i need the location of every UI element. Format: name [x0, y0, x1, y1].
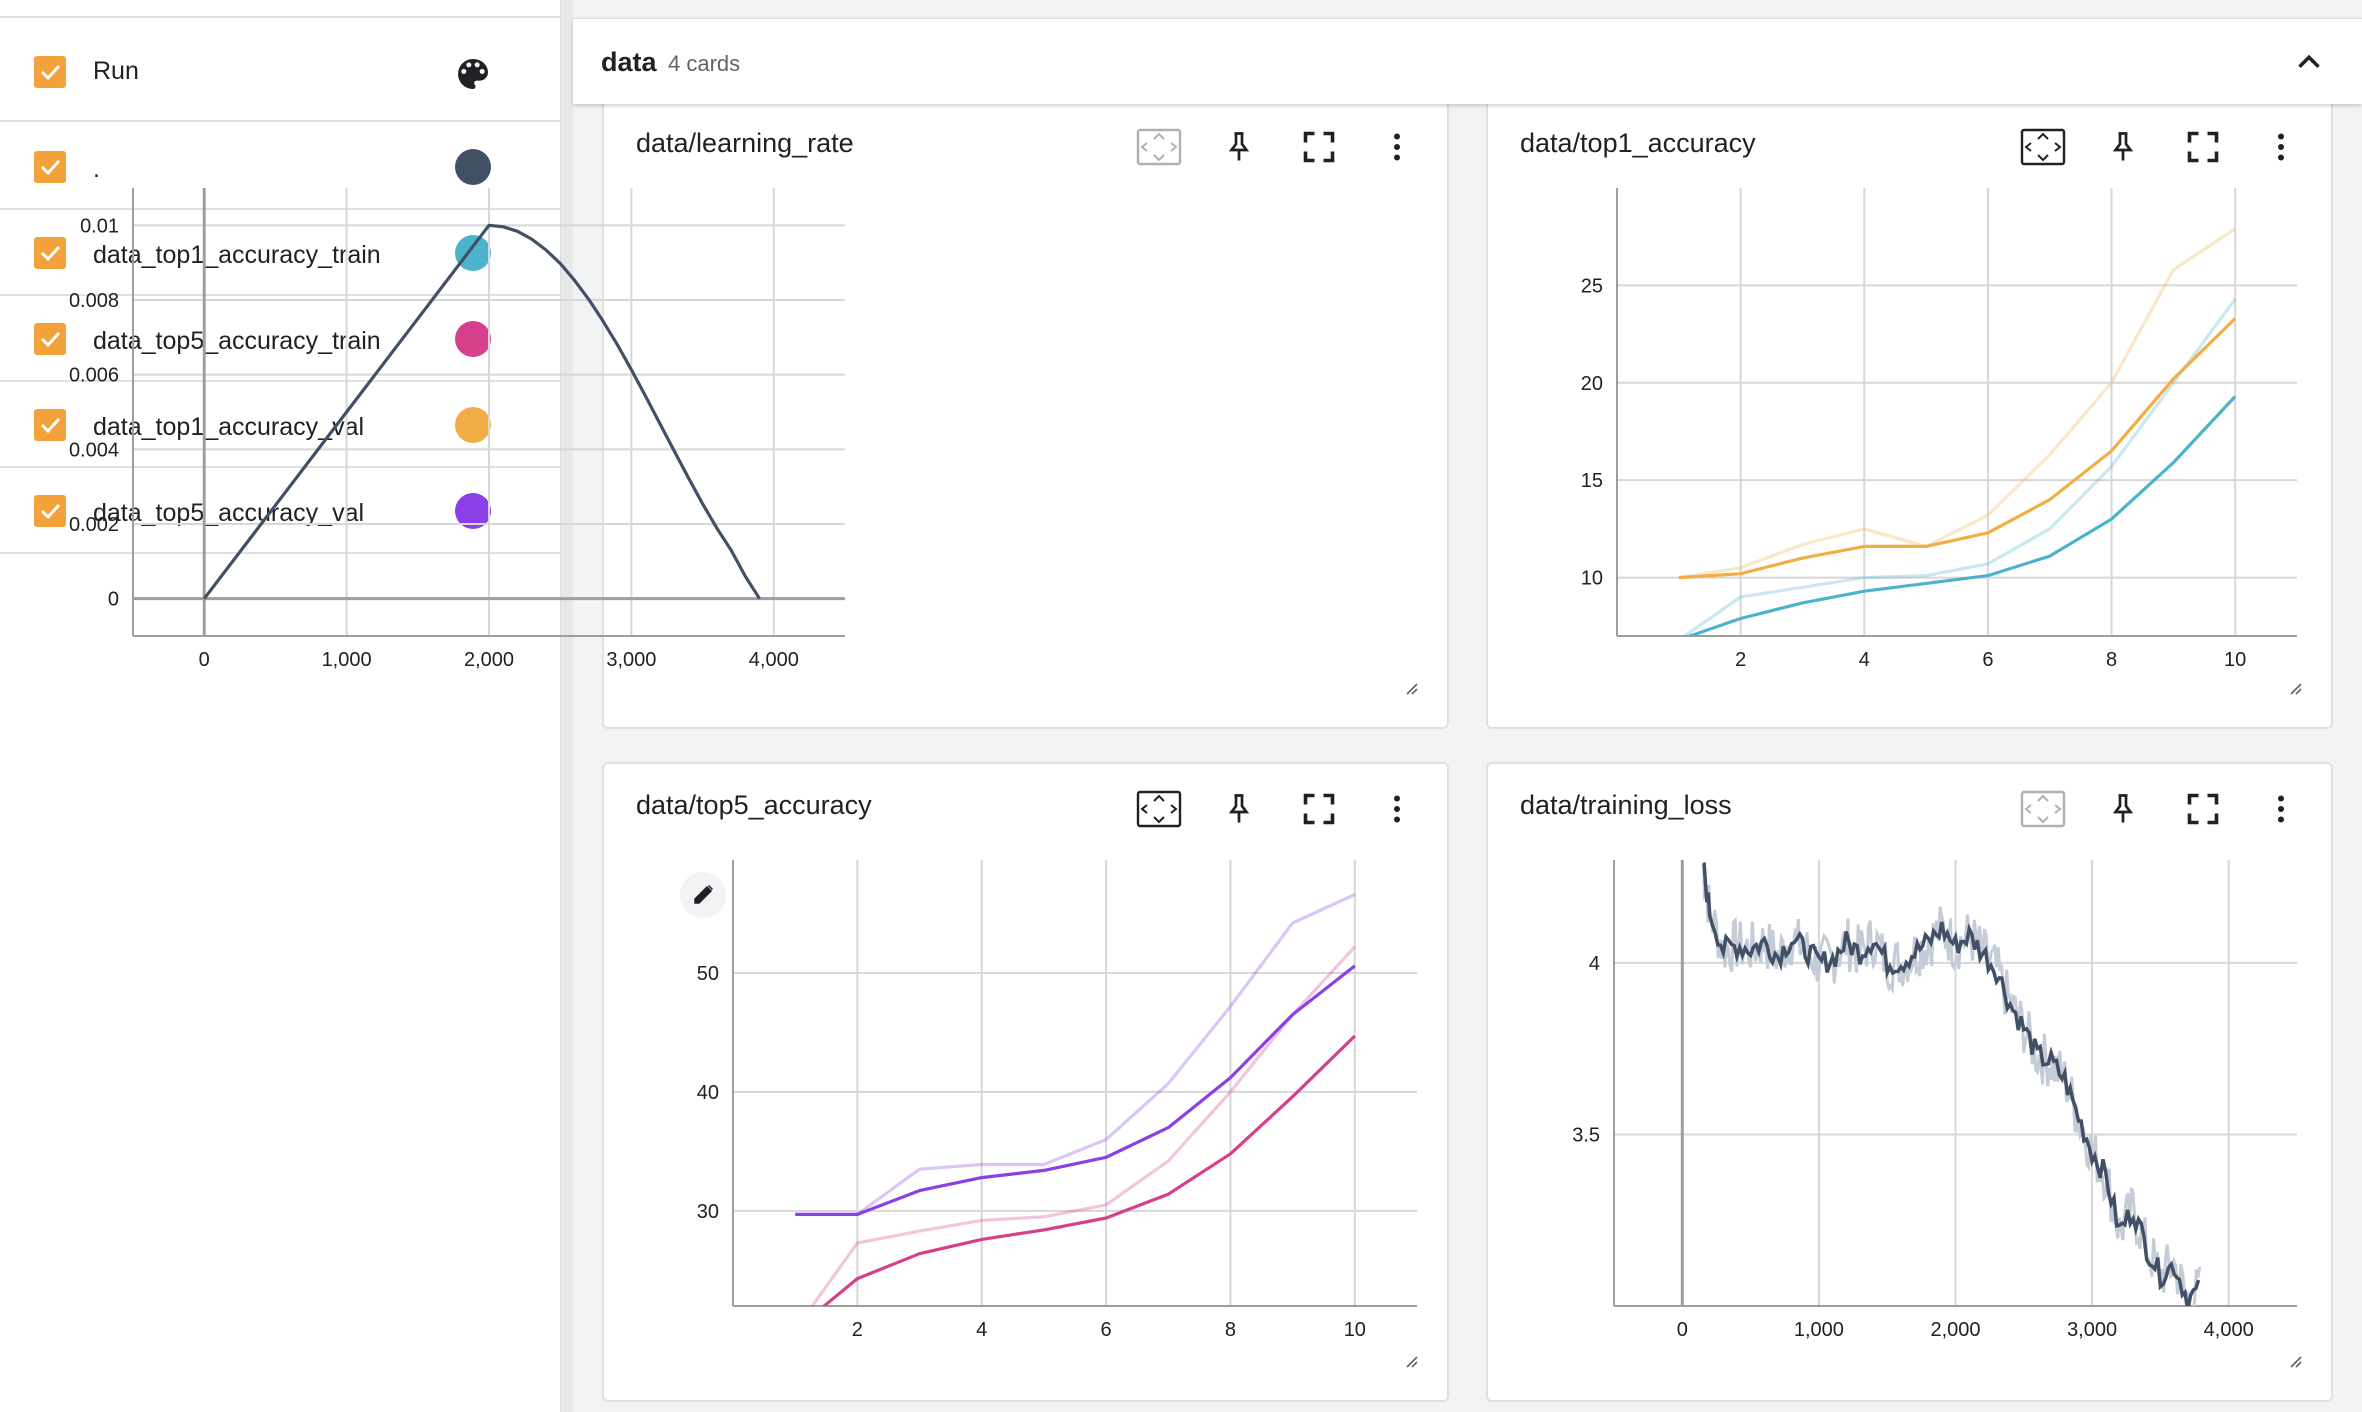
run-checkbox[interactable] [34, 409, 66, 441]
palette-icon[interactable] [453, 54, 493, 99]
run-color-swatch[interactable] [455, 321, 491, 357]
card-title: data/top1_accuracy [1520, 128, 1756, 158]
group-card-count: 4 cards [668, 51, 741, 76]
pin-icon[interactable] [1214, 784, 1264, 834]
scalar-card: data/training_loss [1486, 762, 2333, 1402]
pencil-icon[interactable] [680, 872, 726, 918]
more-vert-icon[interactable] [1372, 122, 1422, 172]
pin-icon[interactable] [1214, 122, 1264, 172]
runs-header-label: Run [93, 57, 139, 85]
fit-domain-icon[interactable] [2018, 122, 2068, 172]
run-color-swatch[interactable] [455, 407, 491, 443]
sidebar-scrollbar[interactable] [561, 0, 573, 1412]
main-panel: data 4 cards data/learning_rate data/top1… [573, 0, 2362, 1412]
run-checkbox[interactable] [34, 151, 66, 183]
run-row[interactable]: . [0, 124, 561, 210]
run-row[interactable]: data_top5_accuracy_train [0, 296, 561, 382]
more-vert-icon[interactable] [2256, 122, 2306, 172]
run-row[interactable]: data_top1_accuracy_train [0, 210, 561, 296]
card-title: data/learning_rate [636, 128, 854, 158]
select-all-checkbox[interactable] [34, 56, 66, 88]
run-label: data_top1_accuracy_val [93, 413, 365, 441]
runs-sidebar: Run . data_top1_accuracy_train data_top5_a… [0, 0, 561, 1412]
fullscreen-icon[interactable] [2178, 784, 2228, 834]
run-label: data_top5_accuracy_train [93, 327, 381, 355]
run-checkbox[interactable] [34, 323, 66, 355]
run-row[interactable]: data_top5_accuracy_val [0, 468, 561, 554]
fullscreen-icon[interactable] [1294, 784, 1344, 834]
card-title: data/training_loss [1520, 790, 1732, 820]
run-row[interactable]: data_top1_accuracy_val [0, 382, 561, 468]
more-vert-icon[interactable] [1372, 784, 1422, 834]
fit-domain-icon[interactable] [2018, 784, 2068, 834]
pin-icon[interactable] [2098, 784, 2148, 834]
run-label: data_top1_accuracy_train [93, 241, 381, 269]
chevron-up-icon[interactable] [2290, 43, 2328, 86]
scalar-card: data/top5_accuracy [602, 762, 1449, 1402]
resize-handle-icon[interactable] [1403, 1353, 1419, 1374]
scalar-card: data/top1_accuracy [1486, 100, 2333, 729]
card-title: data/top5_accuracy [636, 790, 872, 820]
card-group-header[interactable]: data 4 cards [573, 18, 2362, 104]
run-color-swatch[interactable] [455, 493, 491, 529]
run-checkbox[interactable] [34, 495, 66, 527]
fit-domain-icon[interactable] [1134, 122, 1184, 172]
run-label: . [93, 155, 100, 183]
sidebar-top-divider [0, 16, 561, 18]
scalar-card: data/learning_rate [602, 100, 1449, 729]
run-color-swatch[interactable] [455, 149, 491, 185]
pin-icon[interactable] [2098, 122, 2148, 172]
run-label: data_top5_accuracy_val [93, 499, 365, 527]
fullscreen-icon[interactable] [1294, 122, 1344, 172]
resize-handle-icon[interactable] [2287, 680, 2303, 701]
run-checkbox[interactable] [34, 237, 66, 269]
fullscreen-icon[interactable] [2178, 122, 2228, 172]
resize-handle-icon[interactable] [2287, 1353, 2303, 1374]
fit-domain-icon[interactable] [1134, 784, 1184, 834]
run-color-swatch[interactable] [455, 235, 491, 271]
group-name: data [601, 47, 657, 77]
resize-handle-icon[interactable] [1403, 680, 1419, 701]
runs-table-header: Run [0, 26, 561, 122]
more-vert-icon[interactable] [2256, 784, 2306, 834]
